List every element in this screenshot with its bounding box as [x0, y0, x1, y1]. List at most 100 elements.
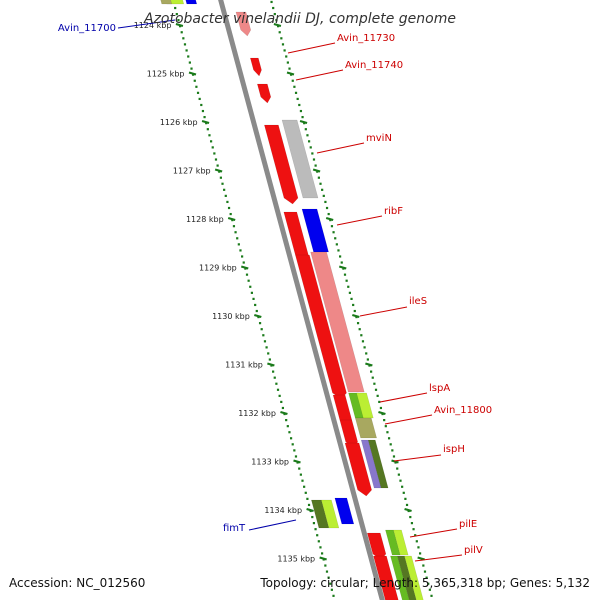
kbp-label: 1126 kbp: [160, 118, 198, 127]
tick-dot: [387, 437, 391, 440]
label-leader-line: [248, 519, 297, 531]
tick-dot: [405, 503, 409, 507]
tick-dot: [275, 382, 278, 385]
tick-dot: [371, 376, 374, 379]
tick-dot: [365, 352, 368, 355]
tick-dot: [209, 140, 213, 143]
gene-feature: [344, 442, 372, 497]
tick-dot: [190, 67, 193, 70]
tick-dot: [293, 85, 296, 88]
tick-dot: [322, 194, 325, 197]
gene-feature: [393, 529, 409, 556]
tick-dot: [278, 31, 281, 34]
tick-dot: [260, 328, 263, 331]
tick-dot: [415, 540, 418, 543]
tick-dot: [206, 128, 209, 131]
kbp-label: 1131 kbp: [225, 361, 263, 370]
major-tick: [325, 216, 334, 222]
tick-dot: [263, 340, 267, 343]
tick-dot: [250, 291, 253, 294]
kbp-label: 1133 kbp: [251, 458, 289, 467]
tick-dot: [254, 303, 257, 307]
tick-dot: [317, 176, 320, 179]
major-tick: [267, 362, 275, 367]
tick-dot: [312, 158, 316, 161]
tick-dot: [353, 309, 356, 313]
tick-dot: [306, 497, 309, 500]
tick-dot: [289, 437, 293, 440]
tick-dot: [196, 91, 200, 94]
major-tick: [417, 556, 425, 561]
gene-feature: [264, 124, 299, 205]
tick-dot: [374, 388, 378, 391]
tick-dot: [392, 455, 396, 458]
tick-dot: [360, 334, 363, 337]
label-leader-line: [336, 215, 383, 226]
tick-dot: [298, 103, 301, 107]
gene-features: [160, 0, 424, 600]
tick-dot: [299, 109, 303, 113]
tick-dot: [182, 37, 185, 40]
map-title: Azotobacter vinelandii DJ, complete geno…: [143, 11, 456, 27]
tick-dot: [307, 503, 311, 507]
major-tick: [175, 22, 184, 28]
tick-dot: [334, 237, 337, 240]
tick-dot: [229, 212, 232, 216]
tick-dot: [262, 334, 265, 337]
label-leader-line: [414, 554, 463, 562]
tick-dot: [193, 79, 196, 82]
gene-feature: [160, 0, 173, 5]
gene-label: Avin_11800: [434, 405, 492, 416]
tick-dot: [226, 200, 229, 204]
tick-dot: [361, 340, 365, 343]
tick-dot: [280, 400, 283, 404]
tick-dot: [281, 406, 285, 410]
tick-dot: [273, 376, 276, 379]
major-tick: [273, 22, 282, 28]
gene-label: Avin_11700: [58, 23, 116, 34]
gene-feature: [390, 555, 410, 600]
tick-dot: [276, 388, 280, 391]
tick-dot: [306, 134, 309, 137]
gene-label: ileS: [409, 296, 427, 307]
tick-dot: [175, 12, 178, 16]
tick-dot: [304, 491, 307, 494]
genome-summary: Topology: circular; Length: 5,365,318 bp…: [260, 576, 590, 590]
tick-dot: [422, 564, 425, 567]
tick-dot: [343, 273, 347, 276]
gene-label: fimT: [223, 523, 246, 534]
tick-dot: [428, 588, 431, 591]
major-tick: [188, 71, 197, 76]
tick-dot: [316, 534, 319, 537]
tick-dot: [174, 6, 177, 10]
tick-dot: [373, 382, 376, 385]
accession-text: Accession: NC_012560: [9, 576, 146, 590]
gene-feature: [249, 57, 262, 77]
gene-label: pilE: [459, 519, 477, 530]
tick-dot: [195, 85, 198, 88]
label-leader-line: [409, 528, 458, 538]
tick-dot: [200, 103, 203, 107]
tick-dot: [330, 225, 334, 228]
tick-dot: [317, 540, 320, 543]
major-tick: [312, 168, 321, 173]
kbp-label: 1134 kbp: [264, 506, 302, 515]
tick-dot: [301, 116, 304, 119]
tick-dot: [358, 328, 361, 331]
kbp-label: 1127 kbp: [173, 167, 211, 176]
tick-dot: [327, 576, 330, 579]
tick-dot: [366, 358, 369, 361]
tick-dot: [332, 594, 335, 597]
tick-dot: [291, 79, 294, 82]
major-tick: [306, 507, 314, 513]
tick-dot: [327, 212, 330, 216]
tick-dot: [423, 570, 427, 573]
kbp-label: 1132 kbp: [238, 409, 276, 418]
tick-dot: [283, 49, 286, 52]
major-tick: [352, 313, 360, 319]
tick-dot: [285, 419, 288, 422]
major-tick: [214, 168, 223, 173]
tick-dot: [216, 164, 219, 167]
major-tick: [240, 265, 249, 270]
tick-dot: [410, 522, 414, 525]
